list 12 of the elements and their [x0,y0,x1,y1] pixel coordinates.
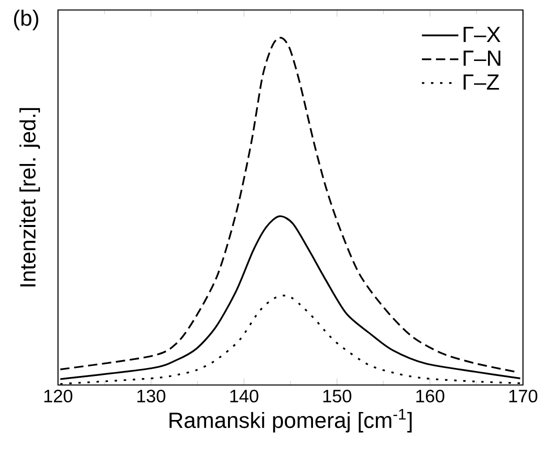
x-tick-label: 160 [416,390,444,402]
legend-label: Γ–X [464,26,500,42]
x-tick-label: 130 [137,390,166,402]
x-tick-label: 150 [323,390,352,402]
legend-label: Γ–Z [464,74,499,90]
text: (b) [14,10,38,30]
x-axis-title: Ramanski pomeraj [cm$^{-1}$] [170,408,412,432]
legend-label: Γ–N [464,50,500,66]
x-tick-label: 140 [230,390,258,402]
x-tick-label: 170 [509,390,538,402]
x-tick-label: 120 [44,390,72,402]
y-axis-title: Intenzitet [rel. jed.] [19,108,40,286]
